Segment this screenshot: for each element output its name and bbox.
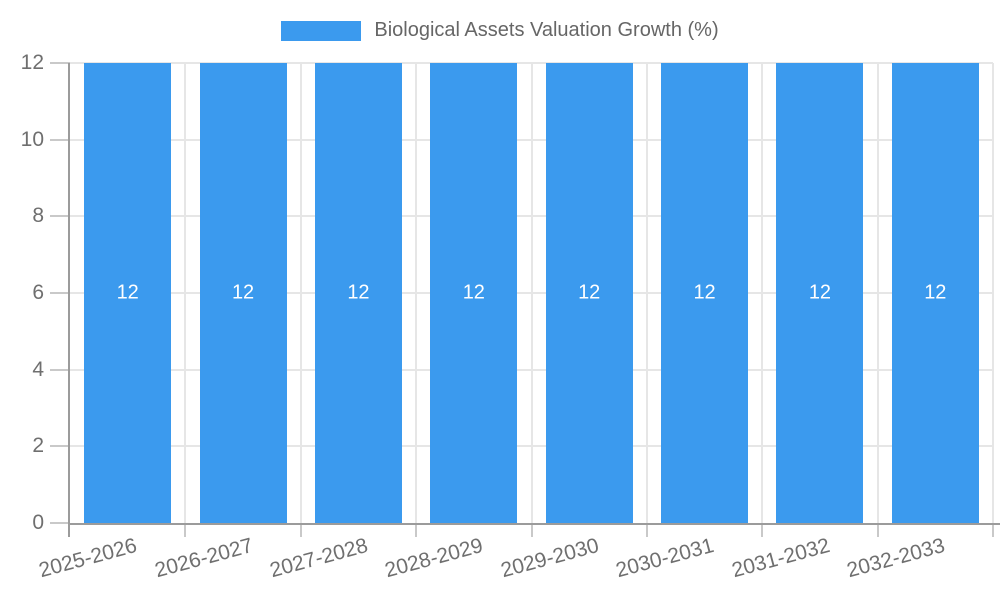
bar-value-label: 12	[924, 281, 947, 304]
legend-label: Biological Assets Valuation Growth (%)	[374, 19, 719, 41]
bar-value-label: 12	[578, 281, 601, 304]
x-tick-label: 2027-2028	[267, 534, 371, 583]
gridline-vertical	[992, 63, 994, 523]
y-axis-tick	[50, 215, 70, 218]
x-tick-label: 2025-2026	[36, 534, 140, 583]
gridline-vertical	[876, 63, 879, 523]
gridline-vertical	[184, 63, 187, 523]
bar[interactable]	[314, 63, 402, 523]
legend-swatch	[281, 20, 362, 41]
y-tick-label: 4	[32, 357, 44, 381]
x-axis-line	[68, 523, 1000, 525]
y-axis-tick	[50, 445, 70, 448]
gridline-vertical	[645, 63, 648, 523]
y-tick-label: 0	[32, 511, 44, 534]
bar[interactable]	[545, 63, 633, 523]
bar-value-label: 12	[808, 281, 832, 304]
y-axis-line	[68, 63, 70, 537]
x-tick-label: 2031-2032	[728, 534, 832, 583]
x-tick-label: 2026-2027	[152, 534, 256, 583]
x-tick-label: 2032-2033	[844, 534, 948, 583]
x-axis-tick	[645, 523, 648, 537]
y-tick-label: 12	[20, 51, 44, 74]
x-axis-tick	[761, 523, 764, 537]
bar-value-label: 12	[347, 281, 370, 304]
bar[interactable]	[199, 63, 287, 523]
x-axis-tick	[299, 523, 302, 537]
y-axis-tick	[50, 368, 70, 371]
gridline-vertical	[415, 63, 418, 523]
bar-value-label: 12	[231, 281, 255, 304]
gridline-vertical	[761, 63, 764, 523]
y-tick-label: 2	[32, 434, 44, 458]
bar[interactable]	[661, 63, 749, 523]
x-axis-tick	[415, 523, 418, 537]
x-axis-tick	[992, 523, 994, 537]
x-tick-label: 2028-2029	[382, 534, 486, 583]
y-axis-tick	[50, 292, 70, 294]
bar[interactable]	[891, 63, 979, 523]
x-axis-tick	[530, 523, 533, 537]
chart-legend[interactable]: Biological Assets Valuation Growth (%)	[0, 19, 1000, 42]
gridline-vertical	[299, 63, 302, 523]
bar[interactable]	[84, 63, 172, 523]
y-axis-tick	[50, 522, 70, 524]
x-tick-label: 2030-2031	[613, 534, 717, 583]
y-tick-label: 10	[20, 127, 44, 151]
bar[interactable]	[430, 63, 518, 523]
x-axis-tick	[876, 523, 879, 537]
y-axis-tick	[50, 138, 70, 141]
gridline-vertical	[530, 63, 533, 523]
x-tick-label: 2029-2030	[498, 534, 602, 583]
bar-value-label: 12	[693, 281, 716, 304]
bar-value-label: 12	[116, 281, 139, 304]
bar-value-label: 12	[462, 281, 485, 304]
y-axis-tick	[50, 62, 70, 64]
y-tick-label: 6	[32, 281, 44, 304]
x-axis-tick	[184, 523, 187, 537]
bar[interactable]	[776, 63, 864, 523]
y-tick-label: 8	[32, 204, 44, 228]
